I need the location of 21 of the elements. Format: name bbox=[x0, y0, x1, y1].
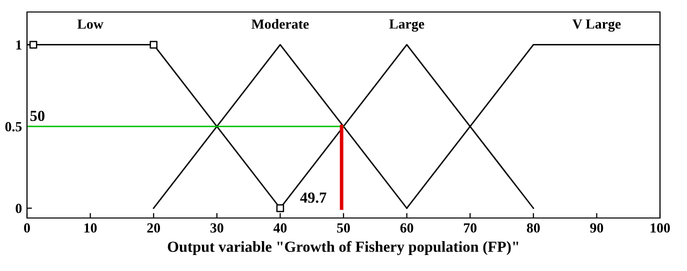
x-tick-label: 10 bbox=[84, 223, 97, 233]
y-tick-label: 0 bbox=[16, 204, 22, 214]
x-tick-label: 60 bbox=[400, 223, 414, 233]
x-tick-label: 50 bbox=[337, 223, 350, 233]
x-tick-label: 80 bbox=[526, 223, 540, 233]
x-tick-label: 100 bbox=[650, 223, 670, 233]
x-tick-label: 20 bbox=[147, 223, 160, 233]
series-label: V Large bbox=[572, 19, 621, 32]
y-tick-label: 0.5 bbox=[5, 122, 22, 132]
annotation: 50 bbox=[30, 110, 44, 122]
x-tick-label: 0 bbox=[24, 223, 30, 233]
series-label: Moderate bbox=[252, 19, 309, 29]
series-label: Low bbox=[77, 20, 104, 29]
x-tick-label: 70 bbox=[464, 223, 477, 233]
x-tick-label: 30 bbox=[210, 223, 224, 233]
series-label: Large bbox=[389, 19, 424, 32]
x-axis-title: Output variable "Growth of Fishery population (FP)" bbox=[168, 241, 518, 256]
annotation: 49.7 bbox=[300, 192, 326, 203]
y-tick-label: 1 bbox=[16, 40, 22, 50]
x-tick-label: 90 bbox=[590, 223, 604, 233]
x-tick-label: 40 bbox=[273, 223, 287, 233]
